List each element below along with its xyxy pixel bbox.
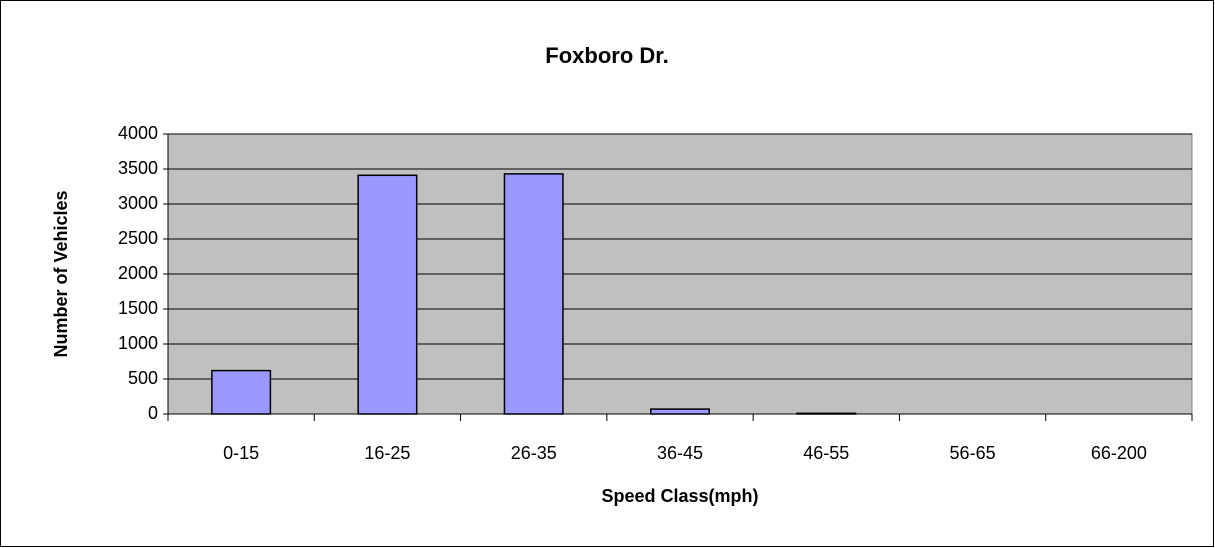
bar: [649, 408, 711, 415]
x-tick-label: 46-55: [803, 443, 849, 463]
chart-title: Foxboro Dr.: [545, 43, 668, 68]
y-tick-label: 4000: [118, 123, 158, 143]
x-tick-label: 56-65: [950, 443, 996, 463]
bar: [357, 174, 418, 415]
y-tick-label: 3000: [118, 193, 158, 213]
y-tick-label: 2500: [118, 228, 158, 248]
y-tick-label: 500: [128, 368, 158, 388]
x-tick-label: 0-15: [223, 443, 259, 463]
bar: [503, 173, 564, 415]
bar: [211, 369, 272, 415]
y-tick-label: 0: [148, 403, 158, 423]
y-tick-label: 1000: [118, 333, 158, 353]
x-tick-label: 36-45: [657, 443, 703, 463]
y-axis-title: Number of Vehicles: [51, 190, 71, 357]
y-tick-label: 1500: [118, 298, 158, 318]
x-axis-title: Speed Class(mph): [601, 486, 758, 506]
x-tick-label: 16-25: [364, 443, 410, 463]
x-tick-label: 66-200: [1091, 443, 1147, 463]
y-tick-label: 2000: [118, 263, 158, 283]
y-tick-label: 3500: [118, 158, 158, 178]
x-tick-label: 26-35: [511, 443, 557, 463]
